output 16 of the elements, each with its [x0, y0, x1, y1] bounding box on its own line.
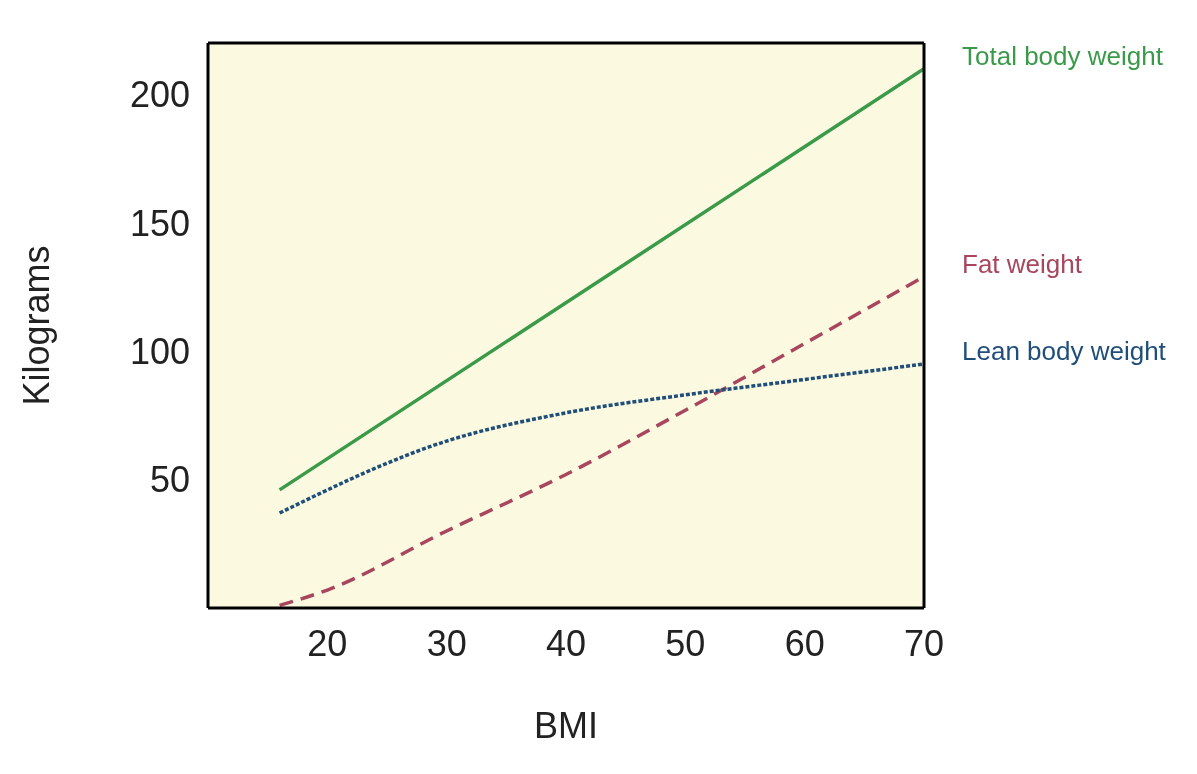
series-label: Total body weight	[962, 40, 1164, 71]
line-series	[277, 362, 924, 515]
y-axis-title: Kilograms	[15, 245, 57, 406]
y-tick-label: 50	[149, 459, 190, 501]
y-tick-label: 100	[129, 330, 190, 372]
y-tick-label: 200	[129, 74, 190, 116]
series-label: Fat weight	[962, 248, 1083, 279]
x-tick-label: 70	[903, 622, 945, 664]
series-label: Lean body weight	[962, 336, 1167, 367]
x-tick-label: 60	[784, 622, 825, 664]
x-axis-title: BMI	[533, 705, 599, 746]
x-tick-label: 50	[665, 622, 706, 664]
y-tick-label: 150	[129, 202, 190, 244]
x-tick-label: 20	[307, 622, 348, 664]
x-tick-label: 40	[545, 622, 587, 664]
x-tick-label: 30	[426, 622, 467, 664]
